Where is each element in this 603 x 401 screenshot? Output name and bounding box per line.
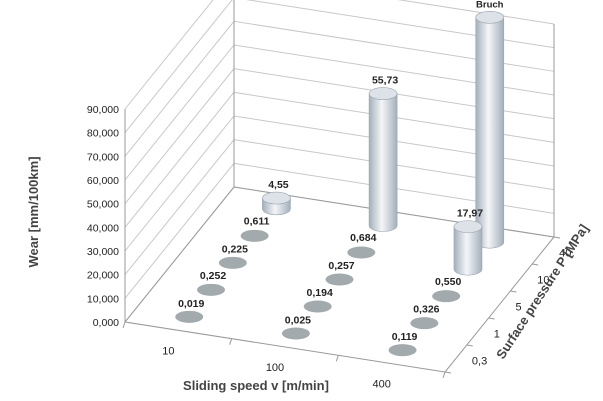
data-label: 4,55 (268, 179, 289, 191)
floor-left-edge (124, 186, 235, 323)
x-tick-mark (442, 371, 446, 379)
bar-disc (197, 283, 226, 296)
data-label: 0,252 (200, 270, 226, 282)
z-tick-label: 10 (537, 275, 549, 287)
z-tick-mark (488, 317, 495, 320)
z-tick-mark (532, 263, 539, 266)
x-axis-title: Sliding speed v [m/min] (183, 378, 329, 393)
data-label: 0,611 (244, 215, 270, 227)
bar-body (368, 93, 398, 232)
y-tick-label: 60,000 (87, 175, 119, 187)
x-tick-mark (122, 321, 126, 329)
y-tick-label: 20,000 (87, 270, 119, 282)
data-label: 0,119 (392, 331, 418, 343)
gridline (124, 0, 555, 133)
data-label: 0,225 (222, 243, 248, 255)
x-tick-mark (335, 355, 339, 362)
bar-cylinder (368, 87, 398, 232)
gridline (124, 0, 555, 110)
axes (122, 0, 561, 379)
y-axis-title: Wear [mm/100km] (26, 156, 41, 267)
bar-top (262, 191, 291, 205)
data-label: 0,194 (307, 287, 333, 299)
bar-disc (347, 246, 376, 259)
bars (175, 11, 505, 357)
bar-body (453, 226, 483, 276)
z-tick-mark (553, 236, 561, 239)
bar-disc (281, 327, 310, 340)
x-tick-label: 10 (162, 345, 174, 357)
z-axis-line (444, 236, 555, 373)
z-tick-mark (510, 290, 517, 293)
data-label: Bruch (476, 0, 504, 10)
bar-disc (218, 256, 247, 269)
bar-disc (410, 317, 439, 330)
bar-disc (432, 290, 461, 303)
x-tick-label: 100 (266, 362, 284, 374)
z-tick-label: 40 (559, 248, 571, 260)
bar-disc (240, 229, 269, 242)
bar-disc (388, 344, 417, 357)
bar-disc (303, 300, 332, 313)
y-tick-label: 30,000 (87, 246, 119, 258)
y-tick-label: 70,000 (87, 151, 119, 163)
bar-cylinder (475, 11, 505, 249)
x-tick-mark (229, 338, 233, 345)
z-tick-label: 0,3 (472, 356, 487, 368)
x-tick-label: 400 (372, 379, 390, 391)
bar-top (453, 220, 483, 233)
bar-cylinder (262, 191, 291, 216)
x-axis-line (124, 321, 446, 373)
y-tick-label: 0,000 (93, 317, 119, 329)
tick-labels: 0,000 10,000 20,000 30,000 40,000 50,000 60,00… (87, 104, 571, 391)
z-tick-mark (444, 371, 452, 374)
z-tick-label: 5 (516, 302, 522, 314)
data-label: 0,684 (350, 232, 376, 244)
data-label: 0,326 (413, 303, 439, 315)
data-label: 0,019 (178, 298, 204, 310)
data-label: 0,257 (328, 260, 354, 272)
y-tick-label: 50,000 (87, 199, 119, 211)
y-tick-label: 10,000 (87, 293, 119, 305)
data-label: 0,550 (435, 276, 461, 288)
data-label: 17,97 (457, 208, 483, 220)
bar-top (475, 11, 505, 24)
bar-top (368, 87, 398, 100)
y-tick-label: 80,000 (87, 128, 119, 140)
y-tick-label: 90,000 (87, 104, 119, 116)
y-tick-label: 40,000 (87, 222, 119, 234)
data-label: 0,025 (285, 314, 311, 326)
data-labels: 4,55 55,73 Bruch 0,611 0,684 17,97 0,225 0,257 0… (178, 0, 504, 343)
bar-disc (325, 273, 354, 286)
z-tick-mark (466, 344, 473, 347)
bar-cylinder (453, 220, 483, 276)
bar-disc (175, 310, 204, 323)
z-tick-label: 1 (494, 329, 500, 341)
data-label: 55,73 (372, 75, 398, 87)
z-axis-title: Surface pressure P [MPa] (493, 222, 591, 362)
